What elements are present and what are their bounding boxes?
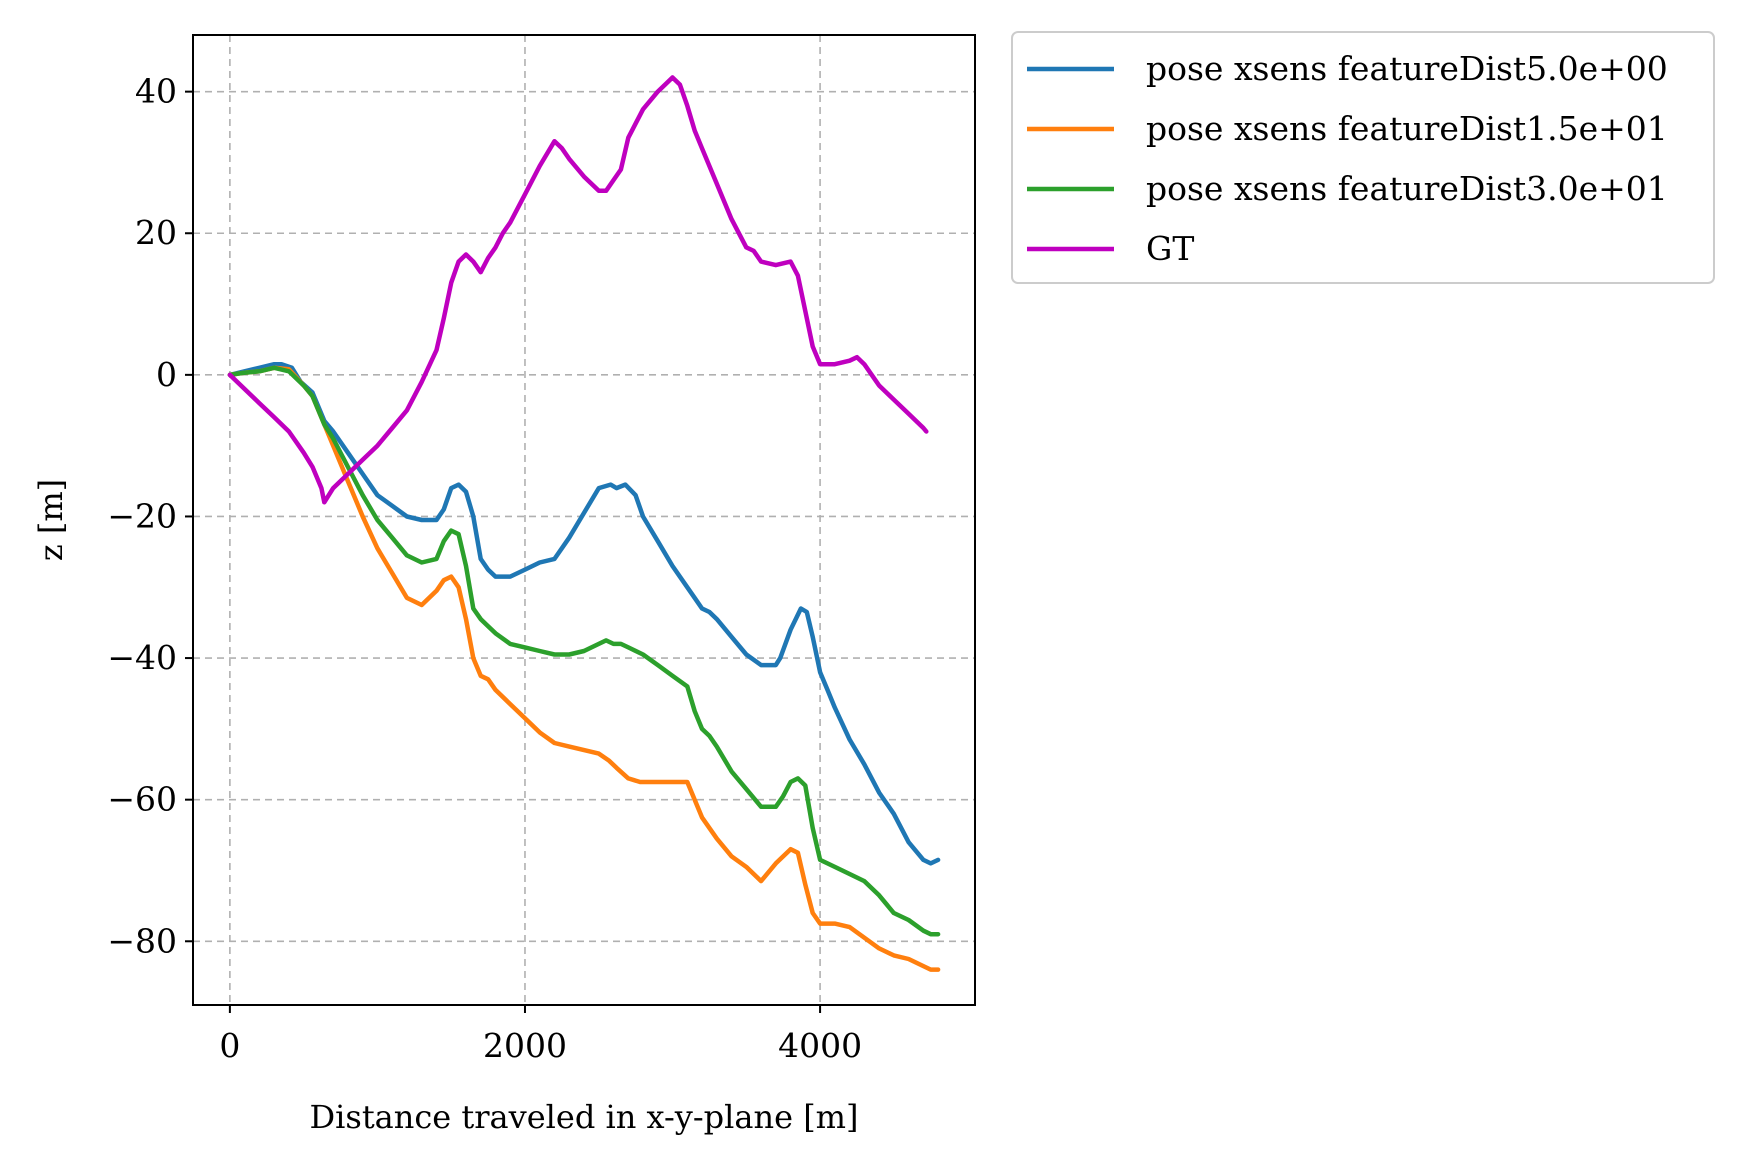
series-line-3 [227,365,941,937]
legend: pose xsens featureDist5.0e+00 pose xsens … [1011,31,1715,284]
legend-label: pose xsens featureDist1.5e+01 [1146,109,1668,148]
y-axis-label: z [m] [32,479,70,561]
axis-ticks: 0 2000 4000 40 20 0 −20 −40 −60 −80 [107,72,862,1065]
y-tick-label: −20 [107,496,177,535]
x-tick-label: 0 [219,1026,240,1065]
series-lines [227,75,941,972]
legend-frame [1011,31,1715,284]
grid [193,35,975,1005]
y-tick-label: 40 [135,72,177,111]
x-axis-label: Distance traveled in x-y-plane [m] [310,1098,859,1136]
legend-label: pose xsens featureDist3.0e+01 [1146,169,1668,208]
plot-frame [192,34,976,1006]
x-tick-label: 2000 [483,1026,567,1065]
y-tick-label: 0 [156,355,177,394]
legend-label: GT [1146,229,1194,268]
legend-label: pose xsens featureDist5.0e+00 [1146,49,1668,88]
series-line-1 [227,361,941,866]
legend-items: pose xsens featureDist5.0e+00 pose xsens … [1027,49,1668,268]
y-tick-label: −80 [107,921,177,960]
x-tick-label: 4000 [778,1026,862,1065]
series-line-4 [227,75,929,505]
series-line-2 [227,365,941,972]
y-tick-label: −60 [107,780,177,819]
y-tick-label: −40 [107,638,177,677]
y-tick-label: 20 [135,213,177,252]
